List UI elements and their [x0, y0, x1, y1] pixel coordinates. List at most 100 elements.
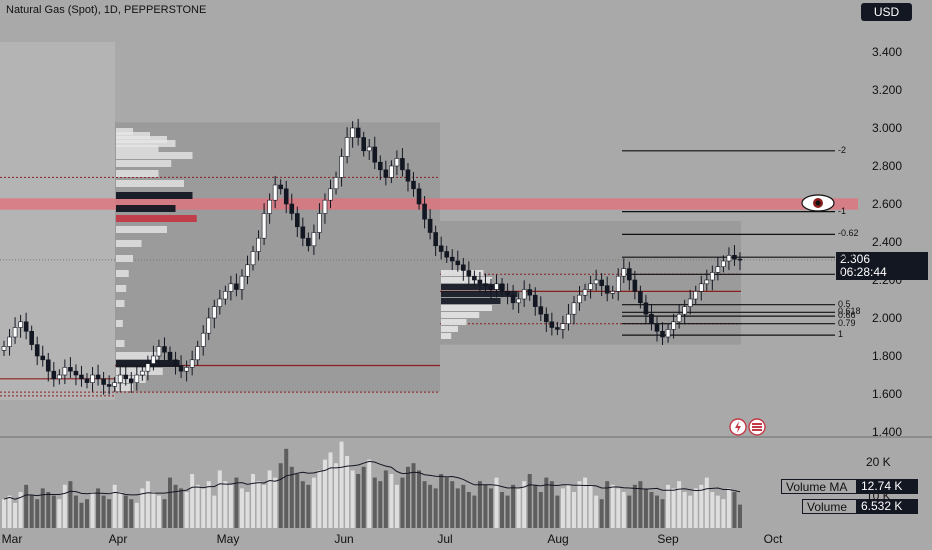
volume-bar-23: [129, 499, 134, 528]
volume-bar-70: [389, 474, 394, 528]
volume-bar-98: [544, 477, 549, 528]
candle-body-111: [615, 275, 621, 292]
candle-body-74: [411, 180, 416, 190]
candle-body-127: [704, 279, 710, 285]
volume-bar-54: [300, 481, 305, 528]
fib-label-6: 0.618: [838, 306, 861, 317]
volume-profile-1-bar-10: [116, 205, 176, 212]
volume-bar-82: [455, 488, 460, 528]
volume-profile-2-bar-6: [441, 312, 480, 318]
volume-profile-1-bar-3: [116, 140, 176, 147]
volume-bar-30: [168, 477, 173, 528]
volume-bar-4: [24, 484, 29, 528]
candle-body-77: [427, 218, 433, 233]
volume-bar-56: [311, 477, 316, 528]
volume-profile-2-bar-0: [441, 270, 484, 276]
volume-bar-95: [527, 474, 532, 528]
volume-bar-9: [51, 495, 56, 528]
volume-bar-21: [118, 492, 123, 528]
volume-profile-1-bar-18: [116, 320, 123, 327]
volume-bar-35: [195, 484, 200, 528]
candle-body-35: [195, 346, 200, 361]
candle-body-67: [372, 146, 378, 163]
volume-bar-106: [588, 484, 593, 528]
volume-bar-104: [577, 481, 582, 528]
volume-bar-118: [654, 495, 659, 528]
volume-profile-1-bar-7: [116, 170, 159, 177]
candle-body-110: [610, 291, 616, 294]
price-tick-7: 2.000: [871, 311, 902, 325]
candle-body-112: [621, 268, 627, 277]
candle-body-117: [649, 313, 654, 325]
eye-icon[interactable]: [801, 194, 835, 212]
volume-bar-31: [173, 484, 178, 528]
candle-body-16: [90, 374, 95, 383]
currency-button[interactable]: USD: [861, 3, 912, 21]
volume-bar-8: [46, 492, 51, 528]
candle-body-97: [538, 306, 544, 315]
volume-bar-132: [732, 492, 737, 528]
candle-body-96: [532, 294, 538, 307]
volume-bar-128: [710, 492, 715, 528]
volume-bar-61: [339, 441, 344, 528]
candle-body-43: [239, 275, 245, 290]
volume-bar-126: [699, 484, 704, 528]
countdown-label: 06:28:44: [836, 265, 928, 280]
volume-profile-1-bar-12: [116, 226, 167, 233]
candle-body-87: [483, 283, 488, 286]
candle-body-62: [344, 137, 350, 157]
candle-body-101: [560, 323, 566, 330]
candle-body-120: [665, 329, 671, 338]
candle-body-51: [283, 188, 289, 205]
fib-label-9: 1: [838, 329, 844, 340]
volume-bar-3: [18, 492, 23, 528]
candle-body-100: [555, 327, 560, 330]
candle-body-31: [173, 359, 178, 366]
candle-body-86: [477, 279, 483, 285]
candle-body-94: [521, 289, 527, 300]
volume-bar-49: [273, 477, 278, 528]
volume-profile-1-bar-20: [116, 352, 159, 359]
candle-body-63: [350, 127, 355, 138]
time-tick-4: Jul: [437, 532, 453, 546]
candle-body-99: [549, 321, 555, 328]
volume-bar-5: [29, 495, 34, 528]
volume-bar-33: [184, 492, 189, 528]
price-tick-4: 2.600: [871, 197, 902, 211]
candle-body-108: [599, 279, 604, 286]
candle-body-125: [693, 291, 699, 300]
candle-body-7: [40, 355, 46, 361]
candle-body-64: [355, 127, 361, 138]
volume-bar-69: [383, 470, 388, 528]
lightning-icon[interactable]: [729, 418, 747, 436]
candle-body-76: [422, 203, 427, 220]
candle-body-82: [455, 260, 461, 266]
volume-bar-34: [190, 474, 195, 528]
volume-bar-94: [522, 481, 527, 528]
volume-bar-115: [638, 481, 643, 528]
volume-bar-28: [156, 495, 161, 528]
candle-body-85: [472, 275, 477, 281]
volume-bar-68: [378, 481, 383, 528]
time-tick-7: Oct: [763, 532, 783, 546]
candle-body-15: [84, 378, 90, 383]
candle-body-116: [643, 302, 649, 315]
volume-profile-1-bar-19: [116, 340, 125, 347]
volume-profile-1-bar-13: [116, 240, 142, 247]
candle-body-12: [68, 367, 73, 372]
volume-bar-67: [372, 477, 377, 528]
volume-bar-18: [101, 495, 106, 528]
candle-body-133: [737, 258, 743, 261]
candle-body-50: [278, 184, 283, 190]
candle-body-66: [366, 146, 372, 152]
volume-value: 6.532 K: [857, 499, 918, 514]
price-tick-5: 2.400: [871, 235, 902, 249]
volume-bar-100: [555, 495, 560, 528]
candle-body-115: [638, 291, 643, 304]
candle-body-69: [383, 169, 389, 178]
volume-bar-119: [660, 499, 665, 528]
flag-icon[interactable]: [748, 418, 766, 436]
symbol-title[interactable]: Natural Gas (Spot), 1D, PEPPERSTONE: [6, 4, 207, 16]
volume-bar-43: [239, 488, 244, 528]
